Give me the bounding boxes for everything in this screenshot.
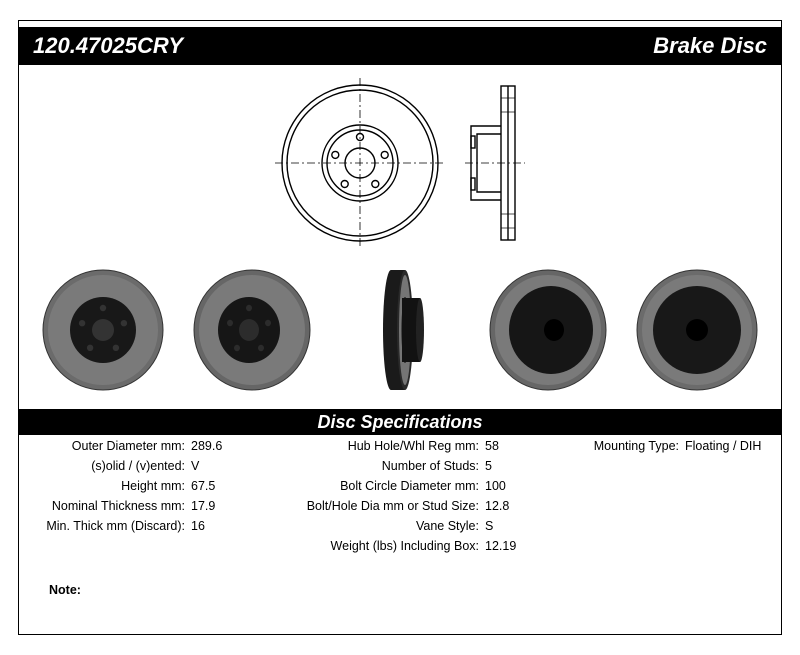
disc-photo-rear — [633, 266, 761, 394]
spec-value: 17.9 — [185, 499, 215, 513]
technical-drawing-area — [19, 73, 781, 253]
specifications-table: Outer Diameter mm:289.6 (s)olid / (v)ent… — [19, 439, 781, 553]
spec-row: Weight (lbs) Including Box:12.19 — [271, 539, 571, 553]
spec-label: Vane Style: — [271, 519, 479, 533]
spec-value: 67.5 — [185, 479, 215, 493]
spec-label: Number of Studs: — [271, 459, 479, 473]
spec-sheet: 120.47025CRY Brake Disc — [18, 20, 782, 635]
spec-column-2: Hub Hole/Whl Reg mm:58 Number of Studs:5… — [271, 439, 571, 553]
spec-label: Bolt Circle Diameter mm: — [271, 479, 479, 493]
spec-value: 16 — [185, 519, 205, 533]
spec-label: Outer Diameter mm: — [27, 439, 185, 453]
disc-photo-angle-1 — [188, 266, 316, 394]
spec-label: Height mm: — [27, 479, 185, 493]
note-label: Note: — [49, 583, 81, 597]
disc-front-drawing — [275, 78, 445, 248]
spec-label: Weight (lbs) Including Box: — [271, 539, 479, 553]
spec-label: Nominal Thickness mm: — [27, 499, 185, 513]
product-photo-row — [19, 261, 781, 399]
spec-value: Floating / DIH — [679, 439, 761, 453]
spec-title: Disc Specifications — [317, 412, 482, 432]
spec-value: 12.8 — [479, 499, 509, 513]
spec-row: Number of Studs:5 — [271, 459, 571, 473]
spec-row: Hub Hole/Whl Reg mm:58 — [271, 439, 571, 453]
disc-photo-edge — [336, 266, 464, 394]
spec-label: Hub Hole/Whl Reg mm: — [271, 439, 479, 453]
spec-value: S — [479, 519, 493, 533]
spec-row: Nominal Thickness mm:17.9 — [27, 499, 271, 513]
spec-column-3: Mounting Type:Floating / DIH — [571, 439, 781, 553]
spec-row: Vane Style:S — [271, 519, 571, 533]
spec-label: Min. Thick mm (Discard): — [27, 519, 185, 533]
spec-row: Bolt Circle Diameter mm:100 — [271, 479, 571, 493]
spec-row: Height mm:67.5 — [27, 479, 271, 493]
spec-value: V — [185, 459, 199, 473]
spec-label: Bolt/Hole Dia mm or Stud Size: — [271, 499, 479, 513]
spec-title-bar: Disc Specifications — [19, 409, 781, 435]
spec-column-1: Outer Diameter mm:289.6 (s)olid / (v)ent… — [19, 439, 271, 553]
spec-row: Bolt/Hole Dia mm or Stud Size:12.8 — [271, 499, 571, 513]
spec-row: Outer Diameter mm:289.6 — [27, 439, 271, 453]
spec-value: 5 — [479, 459, 492, 473]
disc-photo-angle-2 — [484, 266, 612, 394]
spec-row: Min. Thick mm (Discard):16 — [27, 519, 271, 533]
spec-value: 100 — [479, 479, 506, 493]
header-bar: 120.47025CRY Brake Disc — [19, 27, 781, 65]
product-title: Brake Disc — [653, 33, 767, 59]
spec-row: (s)olid / (v)ented:V — [27, 459, 271, 473]
disc-photo-front — [39, 266, 167, 394]
spec-label: Mounting Type: — [571, 439, 679, 453]
part-number: 120.47025CRY — [33, 33, 183, 59]
spec-row: Mounting Type:Floating / DIH — [571, 439, 781, 453]
spec-value: 12.19 — [479, 539, 516, 553]
spec-label: (s)olid / (v)ented: — [27, 459, 185, 473]
disc-side-drawing — [465, 78, 525, 248]
spec-value: 58 — [479, 439, 499, 453]
spec-value: 289.6 — [185, 439, 222, 453]
